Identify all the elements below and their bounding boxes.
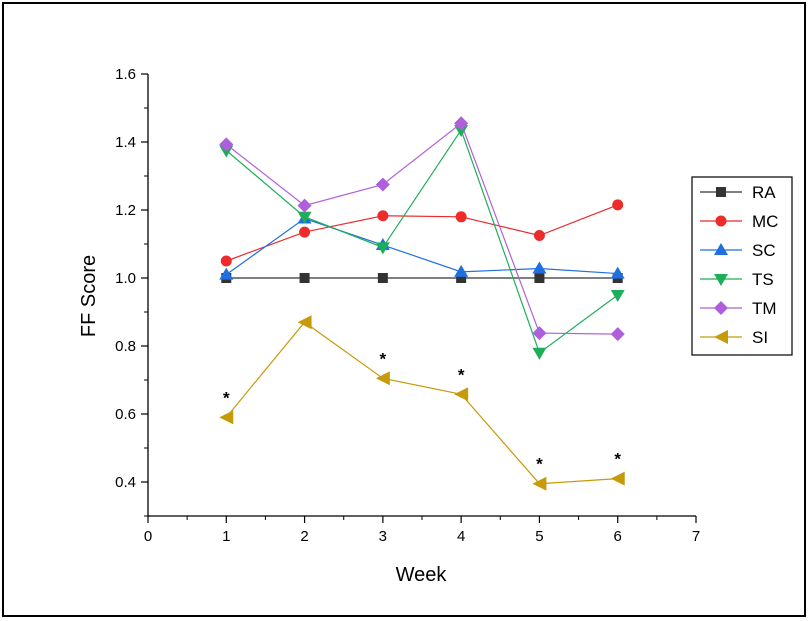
- legend-marker-tm: [714, 301, 728, 315]
- data-point-tm: [297, 198, 312, 213]
- data-point-tm: [375, 177, 390, 192]
- y-tick-label: 0.4: [115, 474, 136, 491]
- data-point-tm: [610, 327, 625, 342]
- legend-marker-ra: [716, 187, 726, 197]
- data-point-ra: [299, 273, 310, 283]
- y-tick-label: 1.0: [115, 270, 136, 287]
- data-point-sc: [454, 264, 469, 277]
- legend-box: [691, 176, 793, 356]
- series-line-sc: [225, 217, 618, 276]
- x-tick-label: 7: [692, 528, 700, 545]
- data-point-tm: [454, 116, 469, 131]
- x-tick-label: 1: [222, 528, 230, 545]
- series-si: [219, 315, 625, 491]
- data-point-mc: [455, 211, 467, 223]
- legend: RA MC SC TS TM SI: [691, 176, 793, 356]
- data-point-si: [532, 476, 547, 491]
- series-ra: [221, 273, 623, 283]
- series-ts: [219, 125, 625, 360]
- legend-marker-ts: [714, 274, 728, 286]
- significance-marker: *: [223, 388, 230, 407]
- y-tick-label: 0.6: [115, 406, 136, 423]
- significance-marker: *: [614, 450, 621, 469]
- series-line-tm: [225, 122, 618, 335]
- data-point-ra: [377, 273, 388, 283]
- data-point-mc: [533, 230, 545, 241]
- x-tick-label: 4: [457, 528, 465, 545]
- legend-label-si: SI: [752, 328, 768, 347]
- data-point-tm: [219, 137, 234, 152]
- significance-marker: *: [536, 455, 543, 474]
- data-point-mc: [220, 255, 232, 267]
- data-point-si: [610, 471, 625, 486]
- series-tm: [219, 116, 625, 342]
- data-point-ts: [532, 347, 547, 360]
- data-point-ra: [456, 273, 467, 283]
- x-tick-label: 6: [614, 528, 622, 545]
- data-point-si: [454, 387, 469, 402]
- legend-label-mc: MC: [752, 212, 778, 231]
- data-point-ts: [297, 211, 312, 224]
- data-point-sc: [219, 267, 234, 280]
- x-tick-label: 2: [300, 528, 308, 545]
- legend-label-tm: TM: [752, 299, 777, 318]
- data-point-si: [219, 410, 234, 425]
- series-mc: [220, 199, 624, 267]
- data-point-mc: [377, 210, 389, 222]
- significance-marker: *: [380, 349, 387, 368]
- x-tick-label: 0: [144, 528, 152, 545]
- series-sc: [219, 211, 625, 280]
- annotation-layer: * * * * *: [223, 349, 621, 473]
- data-point-mc: [299, 226, 311, 238]
- data-point-sc: [610, 266, 625, 279]
- y-tick-label: 1.4: [115, 134, 136, 151]
- series-line-si: [225, 321, 618, 485]
- series-line-ts: [225, 128, 619, 354]
- data-point-mc: [612, 199, 624, 211]
- data-point-ts: [219, 145, 234, 158]
- series-line-mc: [226, 204, 618, 262]
- x-tick-label: 3: [379, 528, 387, 545]
- series-layer: [219, 116, 625, 491]
- data-point-ra: [534, 273, 545, 283]
- data-point-sc: [532, 261, 547, 274]
- data-point-ts: [610, 290, 625, 302]
- data-point-tm: [532, 326, 547, 341]
- y-tick-label: 1.2: [115, 202, 136, 219]
- y-tick-label: 1.6: [115, 66, 136, 83]
- data-point-ts: [375, 242, 390, 255]
- y-tick-label: 0.8: [115, 338, 136, 355]
- data-point-si: [375, 371, 390, 386]
- legend-marker-sc: [714, 243, 728, 255]
- legend-label-ra: RA: [752, 183, 776, 202]
- legend-marker-mc: [715, 215, 727, 227]
- y-axis-title: FF Score: [78, 255, 100, 337]
- legend-label-ts: TS: [752, 270, 774, 289]
- x-axis-title: Week: [396, 564, 448, 586]
- legend-marker-si: [714, 330, 728, 344]
- significance-marker: *: [458, 365, 465, 384]
- axes: 0 1 2 3 4 5 6 7 0.4 0.6 0.8 1.0 1.2 1.4 1.6: [115, 66, 700, 545]
- x-tick-label: 5: [535, 528, 543, 545]
- data-point-si: [297, 315, 312, 330]
- legend-label-sc: SC: [752, 241, 776, 260]
- data-point-ts: [454, 125, 469, 138]
